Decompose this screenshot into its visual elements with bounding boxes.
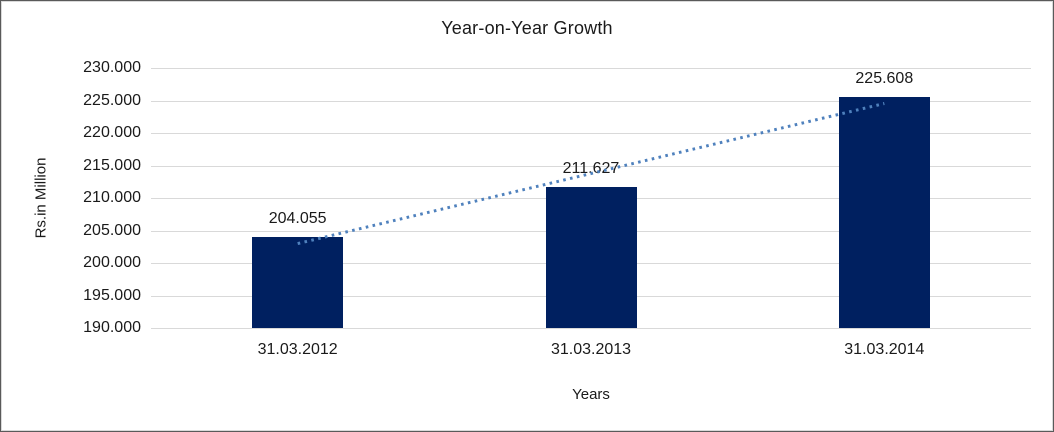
bar-31.03.2013 (545, 187, 637, 328)
gridline (151, 133, 1031, 134)
y-axis-tick-label: 225.000 (83, 91, 141, 109)
chart-title: Year-on-Year Growth (441, 18, 613, 38)
bar-value-label: 211.627 (562, 160, 620, 178)
x-axis-tick-label: 31.03.2014 (844, 341, 925, 358)
trendline (297, 102, 885, 246)
bar-value-label: 204.055 (268, 209, 327, 227)
x-axis-tick-label: 31.03.2013 (550, 341, 632, 358)
y-axis-tick-label: 195.000 (83, 286, 141, 304)
bar-31.03.2012 (252, 236, 344, 328)
y-axis-tick-label: 215.000 (83, 156, 141, 174)
gridline (151, 328, 1031, 329)
y-axis-tick-label: 210.000 (83, 189, 141, 206)
x-axis-tick-label: 31.03.2012 (257, 341, 338, 358)
y-axis-tick-label: 230.000 (83, 59, 141, 76)
gridline (151, 101, 1031, 102)
gridline (151, 166, 1031, 167)
x-axis-title: Years (572, 386, 610, 403)
bar-31.03.2014 (838, 96, 930, 328)
plot-area (151, 68, 1031, 329)
gridline (151, 68, 1031, 69)
bar-value-label: 225.608 (855, 69, 914, 87)
y-axis-tick-label: 205.000 (83, 221, 141, 239)
y-axis-tick-label: 200.000 (83, 254, 141, 271)
y-axis-tick-label: 220.000 (83, 124, 141, 141)
y-axis-tick-label: 190.000 (83, 319, 141, 336)
